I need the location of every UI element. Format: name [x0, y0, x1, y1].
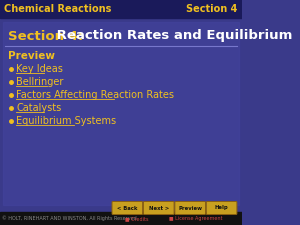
FancyBboxPatch shape [112, 202, 142, 214]
Text: Next >: Next > [148, 205, 169, 211]
Text: Key Ideas: Key Ideas [16, 64, 63, 74]
Text: Preview: Preview [178, 205, 202, 211]
Bar [3, 22, 239, 205]
Text: ■ Credits: ■ Credits [125, 216, 148, 221]
Text: Factors Affecting Reaction Rates: Factors Affecting Reaction Rates [16, 90, 174, 100]
Text: Chemical Reactions: Chemical Reactions [4, 4, 111, 14]
Text: Equilibrium Systems: Equilibrium Systems [16, 116, 116, 126]
Text: Preview: Preview [8, 51, 55, 61]
Text: ■ License Agreement: ■ License Agreement [169, 216, 223, 221]
Text: Bellringer: Bellringer [16, 77, 64, 87]
Text: © HOLT, RINEHART AND WINSTON, All Rights Reserved: © HOLT, RINEHART AND WINSTON, All Rights… [2, 216, 137, 221]
Text: Reaction Rates and Equilibrium: Reaction Rates and Equilibrium [52, 29, 293, 43]
FancyBboxPatch shape [143, 202, 174, 214]
FancyBboxPatch shape [175, 202, 206, 214]
Text: Section 4:: Section 4: [8, 29, 83, 43]
Text: Catalysts: Catalysts [16, 103, 62, 113]
FancyBboxPatch shape [206, 202, 237, 214]
Bar [0, 0, 242, 18]
Text: Help: Help [215, 205, 229, 211]
Text: < Back: < Back [117, 205, 138, 211]
Bar [0, 212, 242, 225]
Text: Section 4: Section 4 [186, 4, 238, 14]
